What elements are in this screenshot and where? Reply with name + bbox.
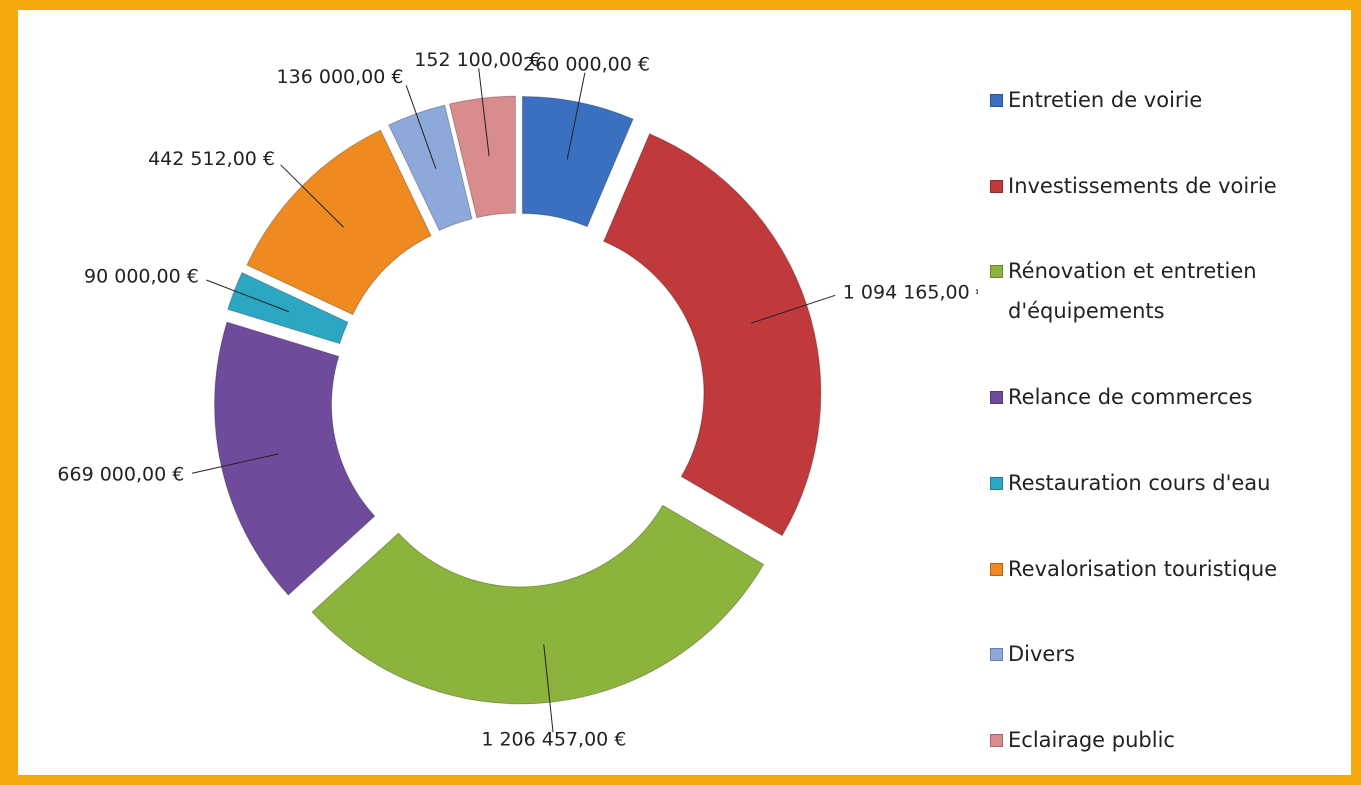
data-label: 1 094 165,00 €	[843, 281, 978, 303]
donut-segment	[448, 95, 516, 219]
data-label: 669 000,00 €	[57, 464, 184, 486]
data-label: 90 000,00 €	[84, 266, 199, 288]
leader-line	[478, 68, 490, 157]
legend-label: Relance de commerces	[1008, 385, 1253, 410]
leader-line	[543, 644, 554, 733]
donut-segment	[602, 133, 822, 537]
leader-line	[280, 164, 344, 228]
legend-label: Eclairage public	[1008, 727, 1175, 752]
leader-line	[206, 279, 290, 313]
legend-label: Entretien de voirie	[1008, 88, 1203, 112]
legend-label: Revalorisation touristique	[1008, 556, 1278, 581]
data-label: 260 000,00 €	[523, 53, 650, 75]
legend-swatch	[990, 179, 1003, 193]
data-label: 1 206 457,00 €	[481, 729, 626, 751]
legend-label: Divers	[1008, 642, 1075, 667]
legend: Entretien de voirie Investissements de vo…	[990, 80, 1340, 760]
leader-line	[566, 72, 586, 160]
donut-segment	[388, 104, 473, 232]
leader-line	[405, 85, 437, 169]
data-label: 136 000,00 €	[277, 66, 404, 88]
donut-segment	[311, 504, 765, 705]
donut-segment	[214, 321, 376, 596]
chart-frame: 260 000,00 € 1 094 165,00 € 1 206 457,00 €…	[18, 10, 1351, 775]
legend-item: Restauration cours d'eau	[990, 463, 1340, 503]
leader-line	[750, 294, 836, 324]
legend-swatch	[990, 562, 1003, 576]
donut-segment	[227, 271, 349, 345]
legend-label: Restauration cours d'eau	[1008, 470, 1271, 495]
legend-label: Rénovation et entretien d'équipements	[1008, 259, 1257, 324]
legend-swatch	[990, 94, 1003, 107]
chart: 260 000,00 € 1 094 165,00 € 1 206 457,00 €…	[57, 49, 978, 751]
donut-segment	[521, 95, 634, 228]
legend-item: Revalorisation touristique	[990, 549, 1340, 589]
data-label: 152 100,00 €	[414, 49, 541, 71]
data-label: 442 512,00 €	[148, 148, 275, 170]
legend-swatch	[990, 476, 1003, 490]
leader-line	[192, 453, 279, 474]
legend-item: Rénovation et entretien d'équipements	[990, 251, 1340, 331]
legend-item: Relance de commerces	[990, 377, 1340, 417]
legend-swatch	[990, 391, 1003, 405]
legend-item: Investissements de voirie	[990, 166, 1340, 206]
legend-swatch	[990, 648, 1003, 662]
legend-item: Entretien de voirie	[990, 80, 1340, 120]
legend-swatch	[990, 265, 1003, 279]
legend-swatch	[990, 733, 1003, 747]
legend-item: Divers	[990, 634, 1340, 674]
legend-label: Investissements de voirie	[1008, 173, 1277, 198]
legend-item: Eclairage public	[990, 720, 1340, 760]
